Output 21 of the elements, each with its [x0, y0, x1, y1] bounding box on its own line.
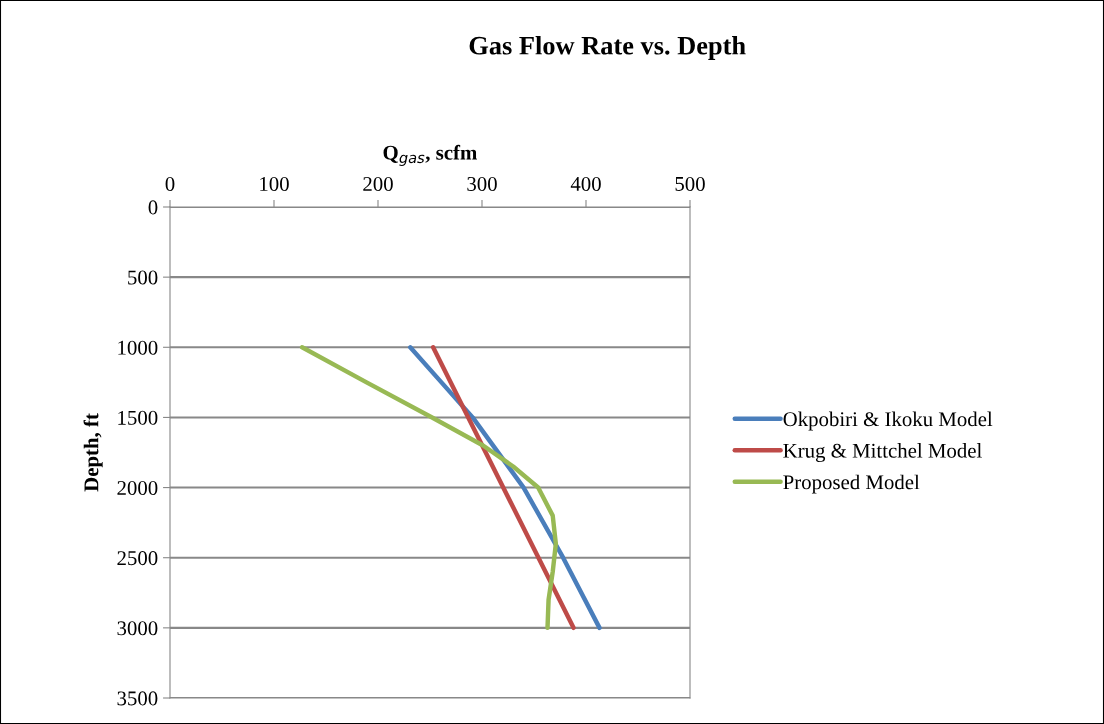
y-tick-label: 2500	[117, 551, 158, 566]
legend-label: Okpobiri & Ikoku Model	[783, 411, 993, 431]
y-tick-label: 1000	[118, 340, 158, 355]
x-tick-label: 200	[363, 176, 393, 191]
y-tick-label: 3000	[117, 621, 158, 636]
x-tick-label: 0	[165, 176, 175, 191]
y-tick-label: 1500	[118, 410, 158, 425]
y-tick-label: 3500	[117, 691, 158, 706]
y-tick-label: 0	[148, 200, 158, 215]
y-tick-label: 2000	[117, 480, 158, 495]
chart-title: Gas Flow Rate vs. Depth	[469, 36, 746, 60]
y-axis-title: Depth, ft	[83, 413, 103, 492]
x-tick-label: 100	[260, 176, 289, 191]
x-axis-title: Q$_{gas}$, scfm	[383, 144, 477, 166]
legend-label: Proposed Model	[783, 474, 920, 494]
y-tick-label: 500	[128, 270, 158, 285]
legend-label: Krug & Mittchel Model	[783, 443, 982, 463]
x-tick-label: 500	[675, 176, 705, 191]
x-tick-label: 300	[467, 176, 497, 191]
x-tick-label: 400	[570, 176, 601, 191]
line-series	[299, 345, 559, 631]
